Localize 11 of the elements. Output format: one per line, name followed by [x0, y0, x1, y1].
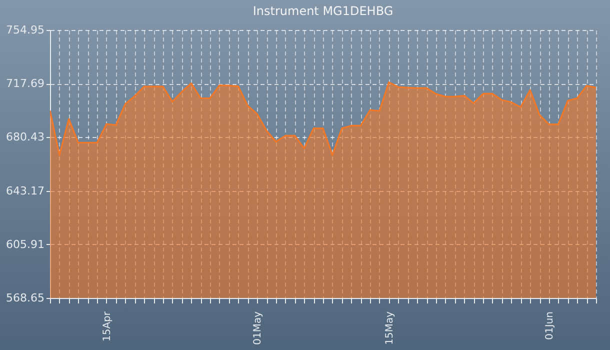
x-tick-label: 01May: [252, 311, 264, 345]
chart-title: Instrument MG1DEHBG: [252, 4, 394, 18]
y-tick-label: 643.17: [6, 184, 44, 198]
y-tick-label: 680.43: [6, 130, 44, 144]
y-tick-label: 605.91: [6, 238, 44, 251]
y-tick-label: 717.69: [6, 77, 44, 90]
y-tick-label: 568.65: [6, 292, 44, 304]
y-tick-label: 754.95: [6, 24, 44, 36]
x-tick-label: 15May: [384, 311, 396, 345]
x-tick-label: 01Jun: [544, 312, 556, 340]
x-tick-label: 15Apr: [102, 310, 113, 342]
